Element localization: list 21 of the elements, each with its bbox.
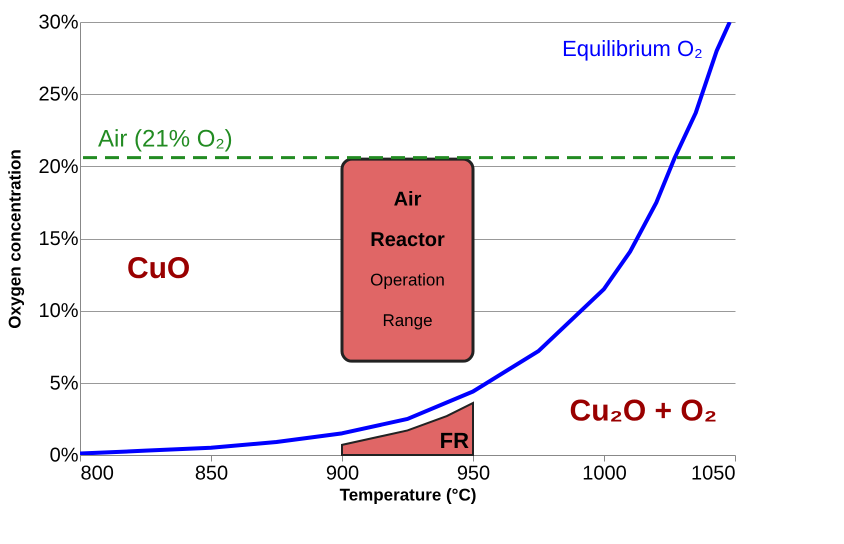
series-label: Equilibrium O₂ (562, 36, 703, 61)
y-tick-label: 10% (38, 300, 79, 322)
y-axis-title: Oxygen concentration (5, 149, 24, 329)
y-tick-label: 20% (38, 156, 79, 178)
x-tick-label: 850 (194, 462, 228, 484)
series-label: FR (440, 428, 470, 453)
y-tick-label: 5% (50, 372, 79, 394)
x-axis-title: Temperature (°C) (340, 486, 476, 504)
x-tick-label: 800 (80, 462, 114, 484)
x-tick-label: 900 (326, 462, 360, 484)
y-tick-label: 15% (38, 228, 79, 250)
ref-line-label: Air (21% O₂) (98, 126, 233, 153)
y-tick-label: 30% (38, 12, 79, 34)
x-tick-label: 950 (456, 462, 490, 484)
x-tick-label: 1050 (691, 462, 736, 484)
text: Air Reactor Operation Range (370, 188, 445, 330)
y-tick-label: 0% (50, 444, 79, 466)
y-tick-label: 25% (38, 84, 79, 106)
annotation: CuO (126, 252, 190, 285)
annotation: Cu₂O + O₂ (570, 394, 718, 428)
x-tick-label: 1000 (582, 462, 627, 484)
